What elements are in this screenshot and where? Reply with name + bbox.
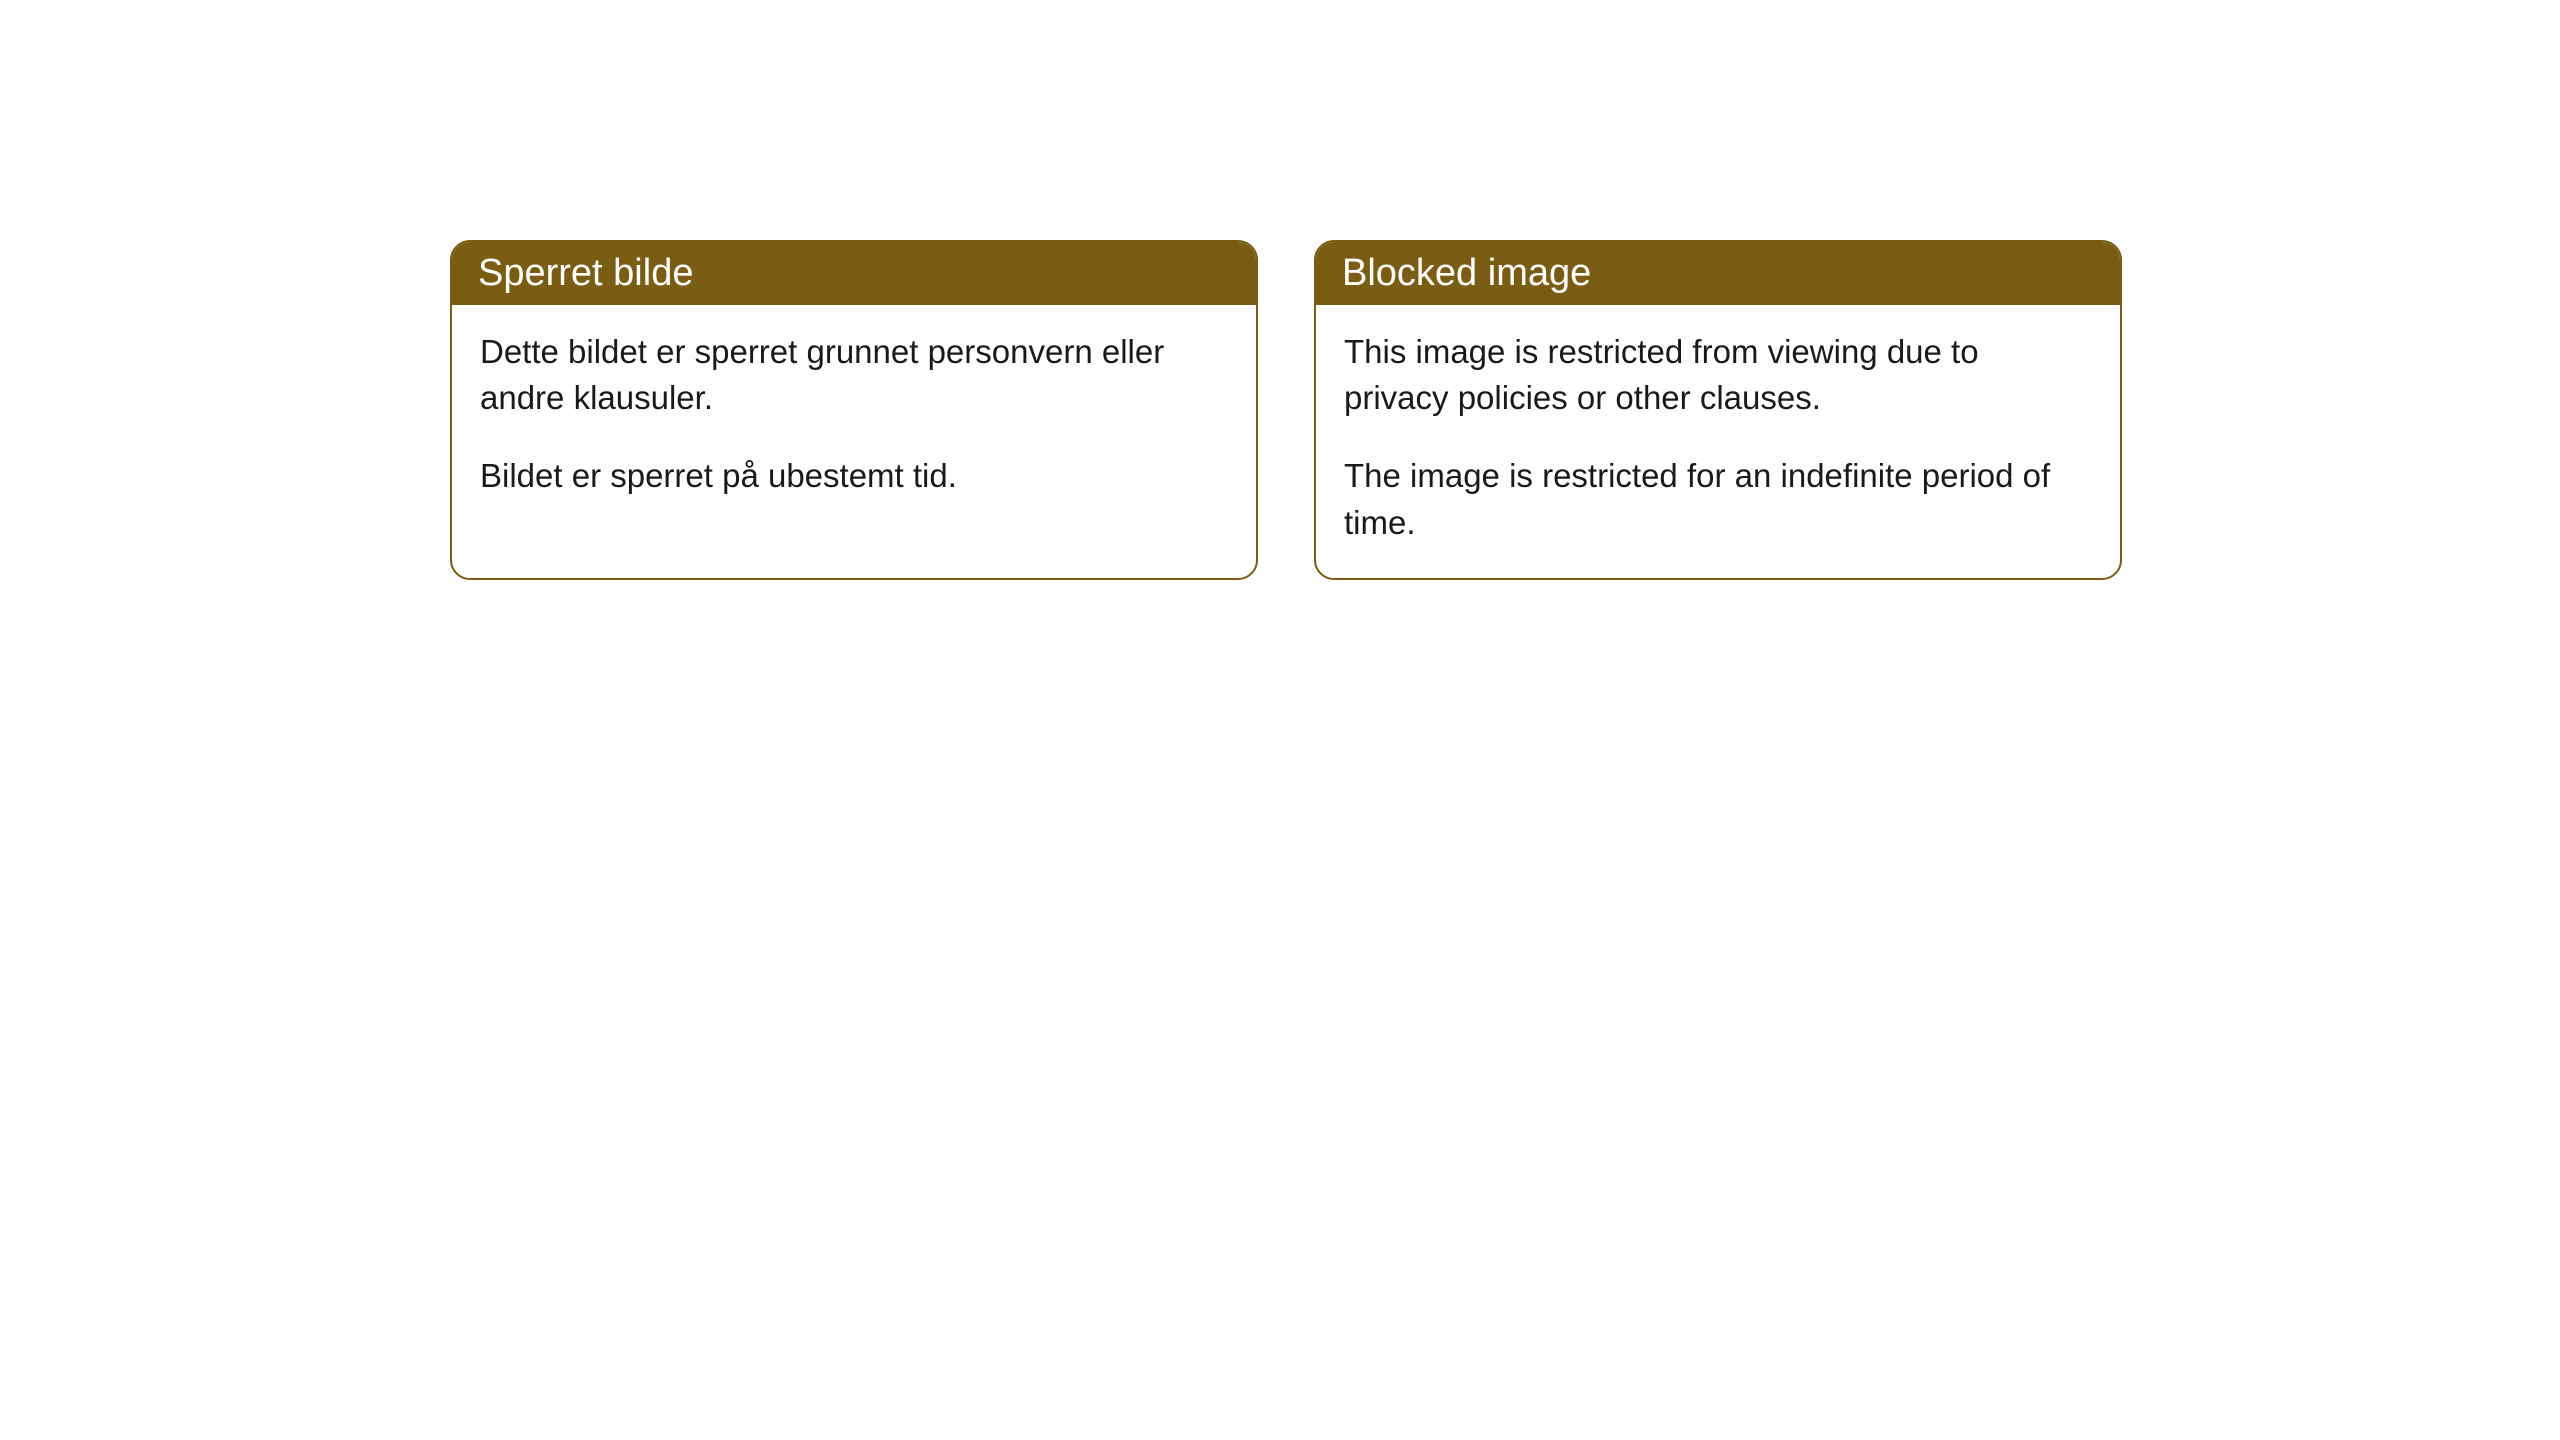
notice-cards-container: Sperret bilde Dette bildet er sperret gr… bbox=[450, 240, 2122, 580]
card-paragraph: This image is restricted from viewing du… bbox=[1344, 329, 2092, 421]
notice-card-norwegian: Sperret bilde Dette bildet er sperret gr… bbox=[450, 240, 1258, 580]
card-paragraph: Dette bildet er sperret grunnet personve… bbox=[480, 329, 1228, 421]
card-body: This image is restricted from viewing du… bbox=[1316, 305, 2120, 578]
card-title: Blocked image bbox=[1342, 252, 1591, 294]
card-title: Sperret bilde bbox=[478, 252, 693, 294]
notice-card-english: Blocked image This image is restricted f… bbox=[1314, 240, 2122, 580]
card-header: Blocked image bbox=[1316, 242, 2120, 305]
card-paragraph: Bildet er sperret på ubestemt tid. bbox=[480, 453, 1228, 499]
card-header: Sperret bilde bbox=[452, 242, 1256, 305]
card-body: Dette bildet er sperret grunnet personve… bbox=[452, 305, 1256, 532]
card-paragraph: The image is restricted for an indefinit… bbox=[1344, 453, 2092, 545]
